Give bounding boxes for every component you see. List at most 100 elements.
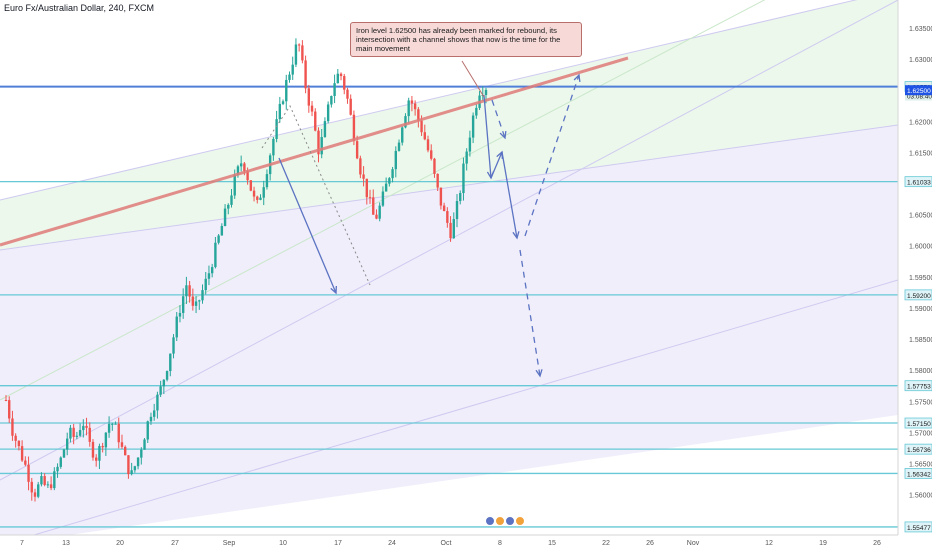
annotation-callout[interactable]: Iron level 1.62500 has already been mark… (350, 22, 582, 57)
candle-body (78, 430, 82, 436)
candle-body (123, 446, 127, 456)
x-tick-label: 10 (279, 540, 287, 547)
candle-body (381, 191, 385, 206)
candle-body (114, 423, 117, 425)
y-tick-label: 1.56000 (909, 493, 932, 500)
arrow-head (499, 130, 507, 140)
candle-body (442, 205, 446, 212)
time-axis-background (0, 535, 932, 550)
candle-body (436, 173, 439, 188)
level-badge-label: 1.59200 (907, 293, 931, 300)
candle-body (43, 476, 46, 485)
candle-body (455, 201, 459, 220)
candle-body (72, 427, 75, 437)
candle-body (281, 101, 285, 104)
candle-body (288, 74, 291, 80)
candle-body (404, 116, 407, 128)
x-tick-label: 26 (873, 540, 881, 547)
level-badge (904, 468, 932, 479)
candle-body (401, 127, 404, 143)
candle-body (104, 432, 108, 448)
candle-body (362, 174, 365, 179)
y-tick-label: 1.58000 (909, 368, 932, 375)
candle-body (407, 100, 410, 117)
candle-body (178, 312, 182, 317)
y-tick-label: 1.63500 (909, 26, 932, 33)
level-badge (904, 417, 932, 429)
candle-body (156, 394, 159, 411)
candle-body (40, 476, 43, 485)
y-tick-label: 1.57500 (909, 399, 932, 406)
candle-body (439, 187, 443, 206)
candle-body (233, 174, 236, 196)
x-tick-label: 22 (602, 540, 610, 547)
candle-body (201, 290, 204, 301)
candle-body (343, 76, 346, 90)
candle-body (475, 107, 478, 116)
level-badge (904, 176, 932, 188)
countdown-label: 03:08:40 (907, 94, 932, 101)
x-tick-label: 19 (819, 540, 827, 547)
x-tick-label: 8 (498, 540, 502, 547)
candle-body (259, 197, 262, 200)
candle-body (378, 205, 381, 219)
candle-body (285, 79, 288, 102)
level-badge (904, 521, 932, 533)
candle-body (143, 439, 146, 450)
candle-body (133, 466, 137, 471)
pivot-badge-label: 1.62500 (907, 88, 931, 95)
solid-arrow (490, 151, 503, 179)
candle-body (465, 151, 468, 164)
candle-body (136, 457, 140, 467)
candle-body (272, 138, 275, 156)
candle-body (365, 178, 369, 198)
candle-body (75, 435, 79, 437)
candle-body (162, 379, 166, 387)
candle-body (217, 235, 220, 243)
candle-body (355, 141, 359, 159)
candle-body (20, 446, 24, 461)
candle-body (169, 353, 172, 372)
y-tick-label: 1.60500 (909, 213, 932, 220)
candle-body (146, 421, 149, 440)
level-badge-label: 1.57150 (907, 421, 931, 428)
candle-body (384, 183, 388, 192)
candle-body (227, 204, 230, 209)
candle-body (430, 150, 433, 159)
candle-body (53, 471, 56, 489)
arrow-head (573, 73, 581, 83)
candle-body (49, 484, 53, 489)
candle-body (8, 400, 11, 419)
candle-body (243, 163, 246, 171)
candle-body (484, 89, 488, 95)
candle-body (297, 44, 301, 46)
candle-body (333, 83, 336, 97)
y-tick-label: 1.56500 (909, 461, 932, 468)
candle-body (246, 170, 249, 181)
candle-body (433, 158, 436, 174)
candle-body (117, 423, 120, 443)
level-badge-label: 1.61033 (907, 180, 931, 187)
candle-body (220, 226, 224, 236)
level-badge-label: 1.56342 (907, 471, 931, 478)
candle-body (91, 441, 95, 458)
candle-body (66, 438, 69, 450)
level-badge-label: 1.57753 (907, 384, 931, 391)
candlesticks (4, 38, 488, 502)
candle-body (214, 242, 217, 268)
candle-body (310, 105, 314, 112)
candle-body (301, 45, 304, 61)
candle-body (346, 89, 349, 99)
candle-body (452, 219, 455, 239)
level-badge-label: 1.56736 (907, 447, 931, 454)
candle-body (101, 445, 104, 448)
candle-body (304, 60, 307, 89)
candle-body (417, 109, 420, 121)
x-tick-label: Oct (441, 540, 452, 547)
candle-body (249, 180, 253, 191)
x-tick-label: 20 (116, 540, 124, 547)
candle-body (468, 137, 472, 152)
price-axis: 1.63500 1.63000 1.62000 1.61500 1.60500 1.600… (897, 0, 932, 550)
